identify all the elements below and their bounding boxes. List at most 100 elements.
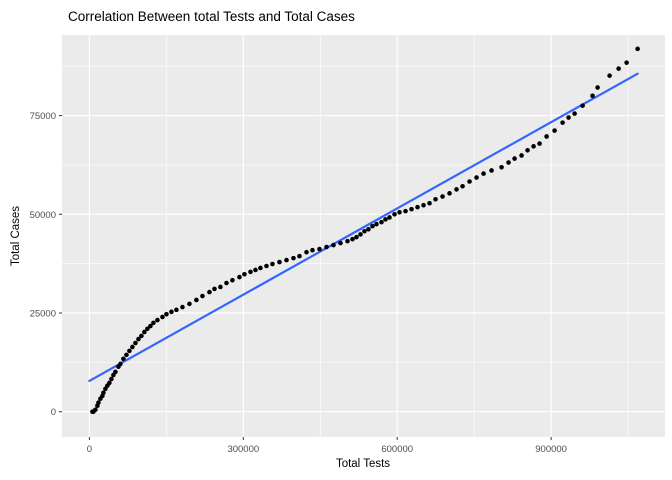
scatter-point bbox=[544, 134, 549, 139]
scatter-point bbox=[370, 223, 375, 229]
scatter-point bbox=[338, 240, 343, 246]
fit-line bbox=[88, 72, 639, 383]
scatter-point bbox=[635, 46, 640, 52]
scatter-point bbox=[96, 400, 101, 405]
scatter-point bbox=[499, 164, 504, 170]
y-tick-label: 0 bbox=[51, 407, 56, 418]
y-tick-label: 25000 bbox=[30, 309, 56, 320]
scatter-point bbox=[242, 272, 247, 277]
scatter-point bbox=[481, 171, 486, 176]
scatter-point bbox=[460, 183, 465, 189]
y-axis-tick-labels: 0 25000 50000 75000 bbox=[30, 111, 56, 418]
scatter-point bbox=[304, 249, 309, 255]
scatter-point bbox=[164, 311, 169, 317]
scatter-point bbox=[474, 175, 479, 180]
scatter-point bbox=[139, 333, 144, 339]
scatter-point bbox=[392, 211, 397, 217]
panel-background bbox=[62, 35, 665, 437]
scatter-point bbox=[194, 297, 199, 303]
x-axis-title: Total Tests bbox=[336, 458, 390, 470]
scatter-point bbox=[607, 73, 612, 78]
scatter-point bbox=[155, 317, 160, 323]
scatter-point bbox=[107, 380, 112, 386]
scatter-point bbox=[454, 187, 459, 192]
axis-tick-marks bbox=[59, 115, 552, 440]
scatter-point bbox=[397, 210, 402, 215]
scatter-point bbox=[297, 253, 302, 259]
scatter-point bbox=[230, 277, 235, 283]
scatter-point bbox=[169, 309, 174, 315]
scatter-point bbox=[109, 376, 114, 382]
y-tick-label: 75000 bbox=[30, 111, 56, 122]
scatter-point bbox=[258, 265, 263, 271]
scatter-point bbox=[200, 293, 205, 299]
scatter-point bbox=[489, 168, 494, 173]
scatter-point bbox=[537, 141, 542, 146]
scatter-points bbox=[90, 46, 640, 415]
scatter-point bbox=[616, 66, 621, 71]
scatter-point bbox=[383, 217, 388, 222]
scatter-point bbox=[101, 390, 106, 396]
scatter-point bbox=[284, 257, 289, 263]
scatter-point bbox=[253, 267, 258, 273]
scatter-point bbox=[403, 208, 408, 214]
scatter-point bbox=[124, 352, 129, 358]
scatter-point bbox=[519, 153, 524, 158]
scatter-point bbox=[427, 200, 432, 206]
x-tick-label: 900000 bbox=[535, 444, 567, 455]
scatter-point bbox=[127, 348, 132, 354]
scatter-point bbox=[113, 369, 118, 375]
scatter-point bbox=[362, 228, 367, 234]
x-axis-tick-labels: 0 300000 600000 900000 bbox=[87, 444, 567, 455]
scatter-point bbox=[130, 344, 135, 350]
scatter-point bbox=[560, 120, 565, 125]
scatter-point bbox=[345, 238, 350, 244]
scatter-point bbox=[121, 356, 126, 362]
scatter-point bbox=[180, 304, 185, 310]
regression-line bbox=[88, 72, 639, 383]
scatter-point bbox=[374, 221, 379, 227]
scatter-point bbox=[145, 326, 150, 332]
scatter-point bbox=[187, 301, 192, 307]
scatter-point bbox=[248, 269, 253, 275]
x-tick-label: 600000 bbox=[381, 444, 413, 455]
scatter-point bbox=[224, 280, 229, 286]
scatter-point bbox=[387, 215, 392, 220]
scatter-point bbox=[142, 329, 147, 335]
scatter-point bbox=[572, 111, 577, 116]
scatter-point bbox=[590, 93, 595, 99]
scatter-point bbox=[264, 263, 269, 269]
scatter-point bbox=[350, 236, 355, 242]
scatter-point bbox=[531, 144, 536, 149]
scatter-point bbox=[212, 286, 217, 292]
scatter-point bbox=[409, 206, 414, 212]
scatter-point bbox=[595, 85, 600, 90]
scatter-point bbox=[440, 194, 445, 199]
scatter-point bbox=[379, 219, 384, 225]
scatter-point bbox=[317, 246, 322, 252]
scatter-point bbox=[133, 340, 138, 346]
y-axis-title: Total Cases bbox=[10, 206, 22, 266]
scatter-point bbox=[118, 361, 123, 367]
scatter-point bbox=[270, 261, 275, 267]
scatter-point bbox=[207, 289, 212, 295]
scatter-point bbox=[324, 244, 329, 250]
scatter-point bbox=[218, 284, 223, 290]
scatter-point bbox=[624, 60, 629, 65]
scatter-point bbox=[467, 179, 472, 184]
scatter-point bbox=[433, 196, 438, 202]
scatter-point bbox=[421, 202, 426, 208]
scatter-point bbox=[512, 156, 517, 161]
scatter-point bbox=[552, 128, 557, 133]
scatter-point bbox=[525, 148, 530, 153]
minor-gridlines bbox=[62, 35, 665, 437]
scatter-point bbox=[415, 204, 420, 210]
scatter-point bbox=[151, 320, 156, 326]
scatter-point bbox=[580, 103, 585, 108]
scatter-point bbox=[366, 226, 371, 232]
scatter-point bbox=[354, 234, 359, 240]
scatter-point bbox=[277, 259, 282, 265]
scatter-point bbox=[358, 232, 363, 237]
